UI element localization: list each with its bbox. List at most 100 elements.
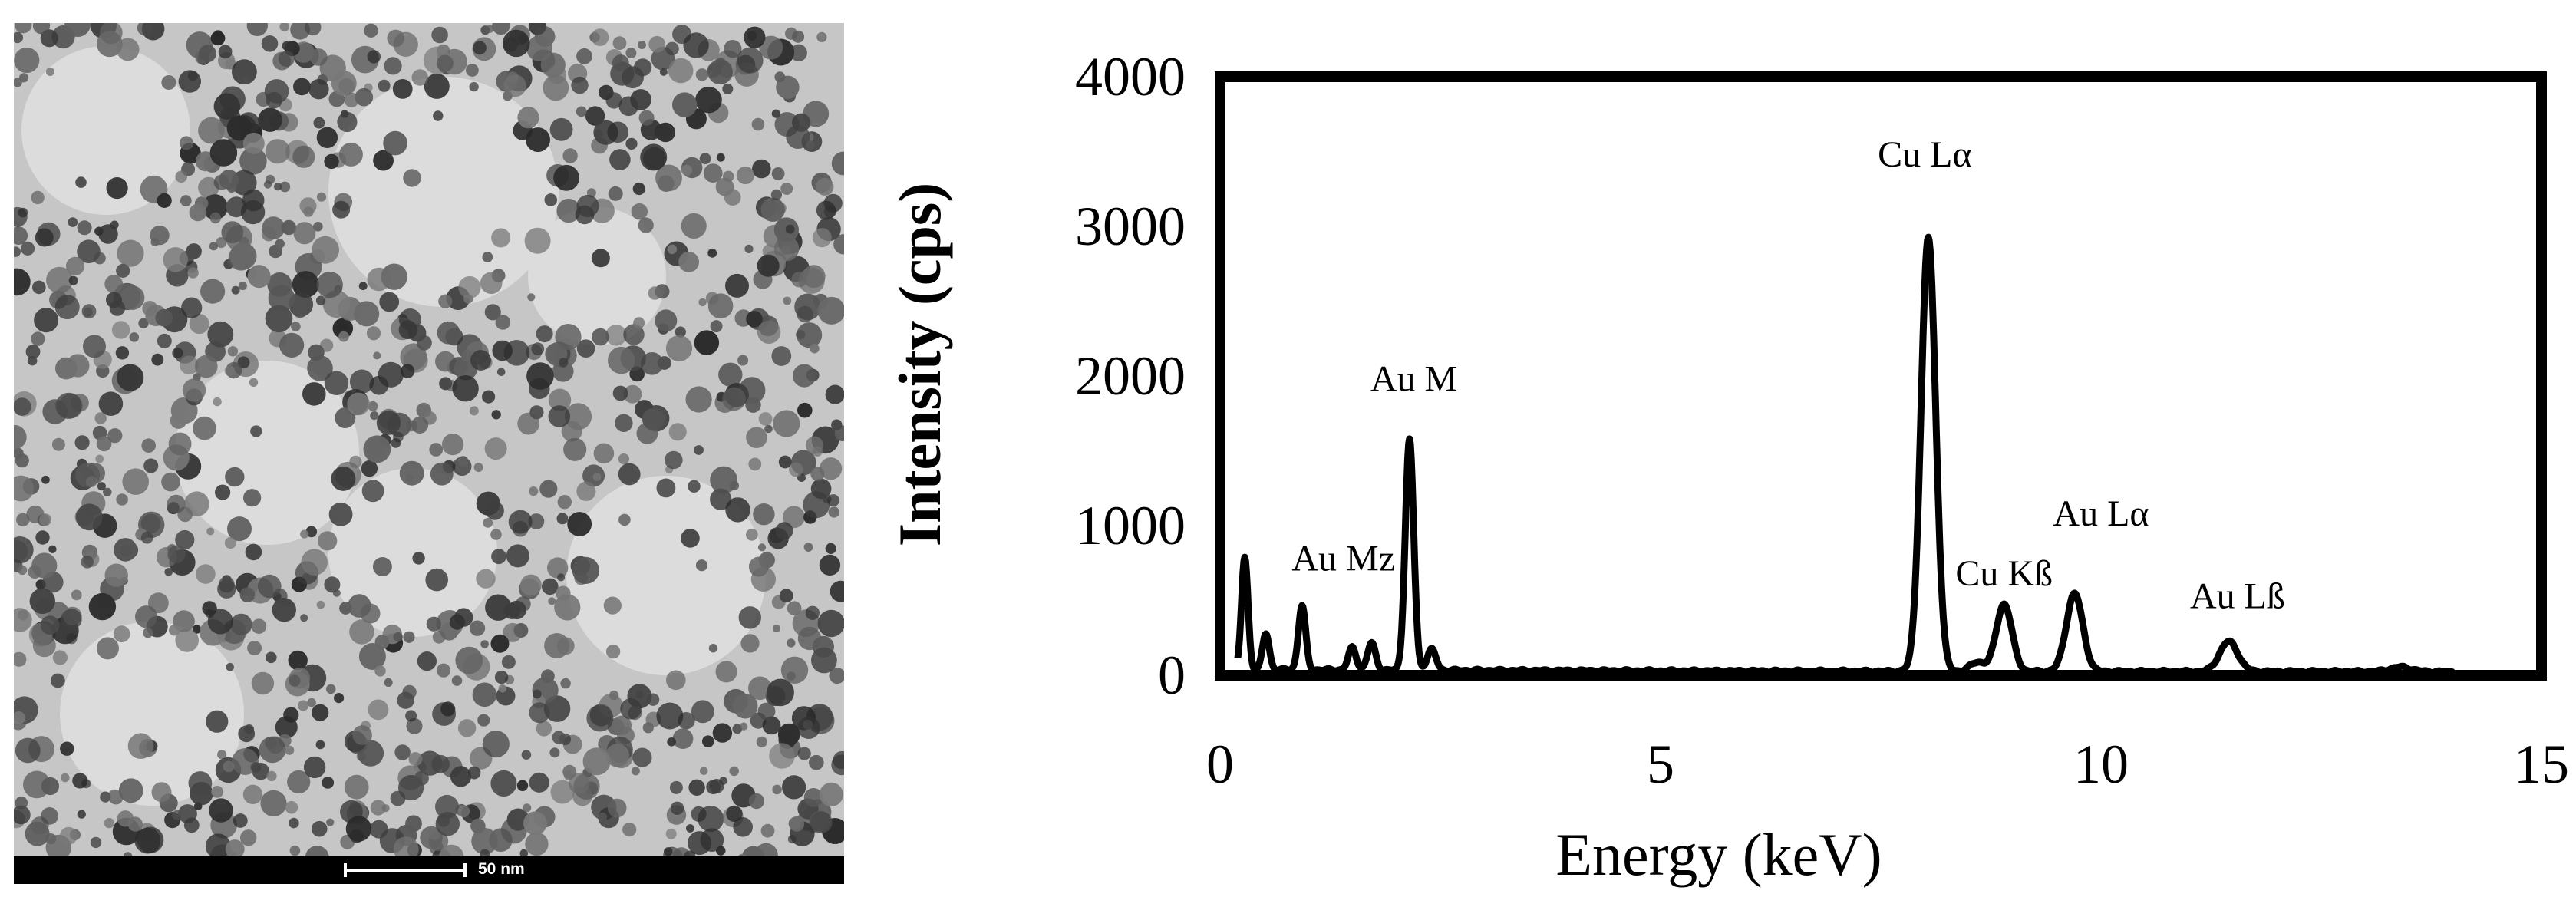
tem-particle xyxy=(712,723,733,743)
tem-particle xyxy=(285,745,295,755)
tem-particle xyxy=(215,484,231,500)
tem-particle xyxy=(64,23,91,37)
tem-void xyxy=(21,46,190,215)
tem-particle xyxy=(414,770,429,786)
tem-particle xyxy=(482,252,493,262)
tem-particle xyxy=(612,715,632,735)
tem-particle xyxy=(32,280,46,295)
tem-particle xyxy=(592,473,602,481)
tem-particle xyxy=(494,670,509,684)
tem-particle xyxy=(361,460,378,477)
tem-particle xyxy=(308,79,329,100)
tem-particle xyxy=(729,766,739,777)
tem-particle xyxy=(470,818,486,834)
tem-particle xyxy=(618,453,630,465)
tem-particle xyxy=(576,106,587,117)
tem-particle xyxy=(198,117,225,144)
tem-particle xyxy=(780,183,793,195)
tem-particle xyxy=(14,226,28,245)
tem-particle xyxy=(331,71,357,96)
tem-particle xyxy=(491,549,506,565)
x-tick-label: 5 xyxy=(1647,734,1674,795)
tem-particle xyxy=(585,106,605,126)
tem-particle xyxy=(275,239,285,249)
tem-particle xyxy=(15,23,32,34)
tem-particle xyxy=(287,770,311,794)
tem-void xyxy=(328,468,497,637)
tem-particle xyxy=(642,722,654,734)
tem-particle xyxy=(631,203,648,220)
tem-particle xyxy=(748,793,765,810)
tem-particle xyxy=(625,137,638,150)
tem-particle xyxy=(429,443,444,457)
tem-particle xyxy=(14,608,32,632)
tem-particle xyxy=(518,34,528,44)
tem-particle xyxy=(435,794,459,819)
tem-particle xyxy=(675,326,686,338)
tem-particle xyxy=(612,385,628,401)
tem-particle xyxy=(31,190,45,205)
peak-label: Au M xyxy=(1370,359,1457,400)
tem-particle xyxy=(71,589,82,601)
tem-particle xyxy=(608,346,635,374)
tem-particle xyxy=(189,314,209,335)
tem-particle xyxy=(324,153,339,170)
tem-particle xyxy=(366,326,381,341)
tem-particle xyxy=(685,386,712,413)
tem-particle xyxy=(469,81,479,92)
tem-particle xyxy=(170,412,187,429)
tem-particle xyxy=(180,355,199,375)
tem-particle xyxy=(374,665,386,677)
tem-particle xyxy=(669,780,683,794)
tem-particle xyxy=(762,716,781,735)
tem-particle xyxy=(266,651,277,664)
tem-particle xyxy=(293,78,311,96)
tem-particle xyxy=(331,466,356,491)
tem-particle xyxy=(823,193,843,213)
tem-particle xyxy=(32,23,51,35)
tem-particle xyxy=(725,273,749,298)
tem-particle xyxy=(503,91,513,101)
tem-particle xyxy=(135,605,158,628)
tem-particle xyxy=(120,285,145,310)
tem-particle xyxy=(54,295,80,320)
tem-particle xyxy=(541,669,555,684)
tem-particle xyxy=(830,580,844,602)
tem-particle xyxy=(400,343,427,371)
tem-particle xyxy=(246,23,268,36)
tem-particle xyxy=(609,149,631,170)
tem-particle xyxy=(480,272,503,295)
tem-particle xyxy=(373,150,394,171)
tem-particle xyxy=(77,220,92,236)
tem-particle xyxy=(483,518,493,528)
tem-particle xyxy=(748,676,772,701)
tem-particle xyxy=(384,678,393,688)
tem-particle xyxy=(812,446,823,457)
tem-particle xyxy=(316,271,343,298)
tem-particle xyxy=(740,722,748,731)
tem-particle xyxy=(586,704,614,732)
tem-particle xyxy=(412,552,425,565)
tem-particle xyxy=(40,615,60,635)
tem-particle xyxy=(25,821,50,846)
tem-particle xyxy=(18,207,28,218)
tem-particle xyxy=(14,651,27,667)
tem-particle xyxy=(471,828,498,855)
tem-particle xyxy=(242,784,263,804)
tem-particle xyxy=(708,644,718,653)
tem-particle xyxy=(757,254,780,277)
tem-particle xyxy=(706,780,721,795)
tem-particle xyxy=(672,92,698,117)
tem-particle xyxy=(104,817,115,829)
tem-particle xyxy=(349,619,374,645)
tem-particle xyxy=(473,463,483,473)
tem-particle xyxy=(46,266,73,294)
tem-particle xyxy=(363,435,391,463)
tem-particle xyxy=(526,35,552,61)
tem-particle xyxy=(745,397,761,413)
tem-particle xyxy=(337,111,358,133)
tem-particle xyxy=(263,180,272,189)
tem-particle xyxy=(140,531,153,544)
tem-particle xyxy=(732,693,758,719)
tem-particle xyxy=(576,339,595,358)
